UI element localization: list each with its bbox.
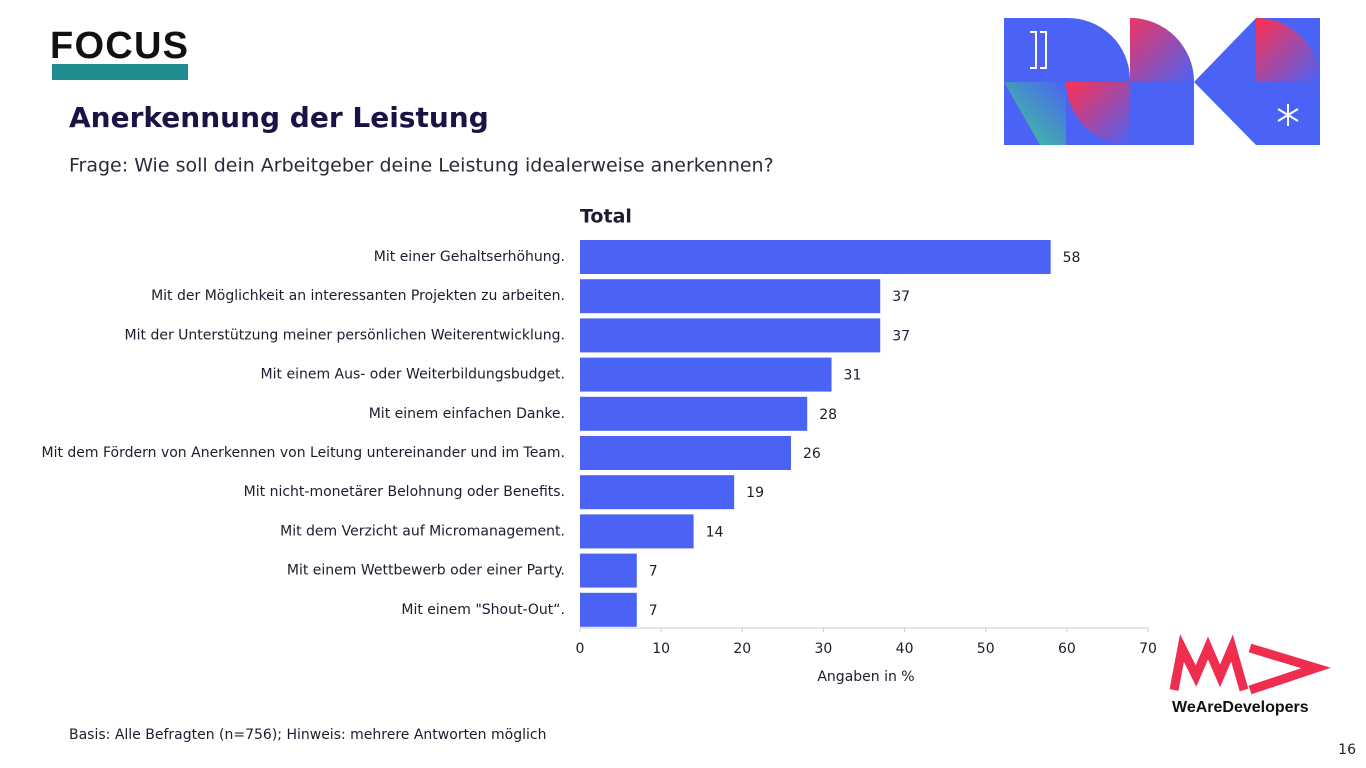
bar bbox=[580, 475, 735, 510]
x-tick-label: 0 bbox=[576, 641, 585, 657]
x-tick-label: 70 bbox=[1139, 641, 1157, 657]
value-label: 37 bbox=[892, 328, 910, 344]
bar bbox=[580, 553, 637, 588]
slide-heading: Anerkennung der Leistung bbox=[69, 101, 489, 134]
value-label: 14 bbox=[706, 524, 724, 540]
x-axis-label: Angaben in % bbox=[817, 669, 914, 685]
x-tick-label: 20 bbox=[733, 641, 751, 657]
value-label: 7 bbox=[649, 564, 658, 580]
bar bbox=[580, 396, 808, 431]
decoration bbox=[1004, 17, 1320, 145]
bar bbox=[580, 357, 832, 392]
bar bbox=[580, 514, 694, 549]
category-label: Mit dem Verzicht auf Micromanagement. bbox=[280, 523, 565, 539]
slide-question: Frage: Wie soll dein Arbeitgeber deine L… bbox=[69, 155, 774, 177]
value-label: 19 bbox=[746, 485, 764, 501]
x-tick-label: 50 bbox=[977, 641, 995, 657]
value-label: 37 bbox=[892, 289, 910, 305]
chart-title: Total bbox=[580, 206, 632, 228]
category-label: Mit der Unterstützung meiner persönliche… bbox=[125, 327, 565, 343]
logo-band bbox=[52, 64, 188, 80]
bar bbox=[580, 318, 881, 353]
page-number: 16 bbox=[1338, 742, 1356, 758]
category-label: Mit einer Gehaltserhöhung. bbox=[374, 249, 565, 265]
bar bbox=[580, 240, 1051, 274]
value-label: 28 bbox=[819, 407, 837, 423]
value-label: 58 bbox=[1063, 250, 1081, 266]
category-label: Mit dem Fördern von Anerkennen von Leitu… bbox=[41, 445, 565, 461]
value-label: 26 bbox=[803, 446, 821, 462]
x-tick-label: 30 bbox=[815, 641, 833, 657]
x-tick-label: 40 bbox=[896, 641, 914, 657]
brand-name: WeAreDevelopers bbox=[1172, 699, 1309, 716]
bar bbox=[580, 279, 881, 314]
category-label: Mit einem "Shout-Out“. bbox=[401, 602, 565, 618]
x-tick-label: 10 bbox=[652, 641, 670, 657]
value-label: 31 bbox=[844, 368, 862, 384]
value-label: 7 bbox=[649, 603, 658, 619]
bar bbox=[580, 436, 791, 470]
category-label: Mit nicht-monetärer Belohnung oder Benef… bbox=[244, 484, 565, 500]
footnote: Basis: Alle Befragten (n=756); Hinweis: … bbox=[69, 727, 546, 743]
category-label: Mit der Möglichkeit an interessanten Pro… bbox=[151, 288, 565, 304]
category-label: Mit einem Aus- oder Weiterbildungsbudget… bbox=[261, 367, 565, 383]
category-label: Mit einem einfachen Danke. bbox=[369, 406, 565, 422]
category-label: Mit einem Wettbewerb oder einer Party. bbox=[287, 563, 565, 579]
brand-mark bbox=[1169, 634, 1331, 695]
x-tick-label: 60 bbox=[1058, 641, 1076, 657]
bar bbox=[580, 592, 637, 627]
focus-logo: FOCUS bbox=[50, 25, 188, 67]
